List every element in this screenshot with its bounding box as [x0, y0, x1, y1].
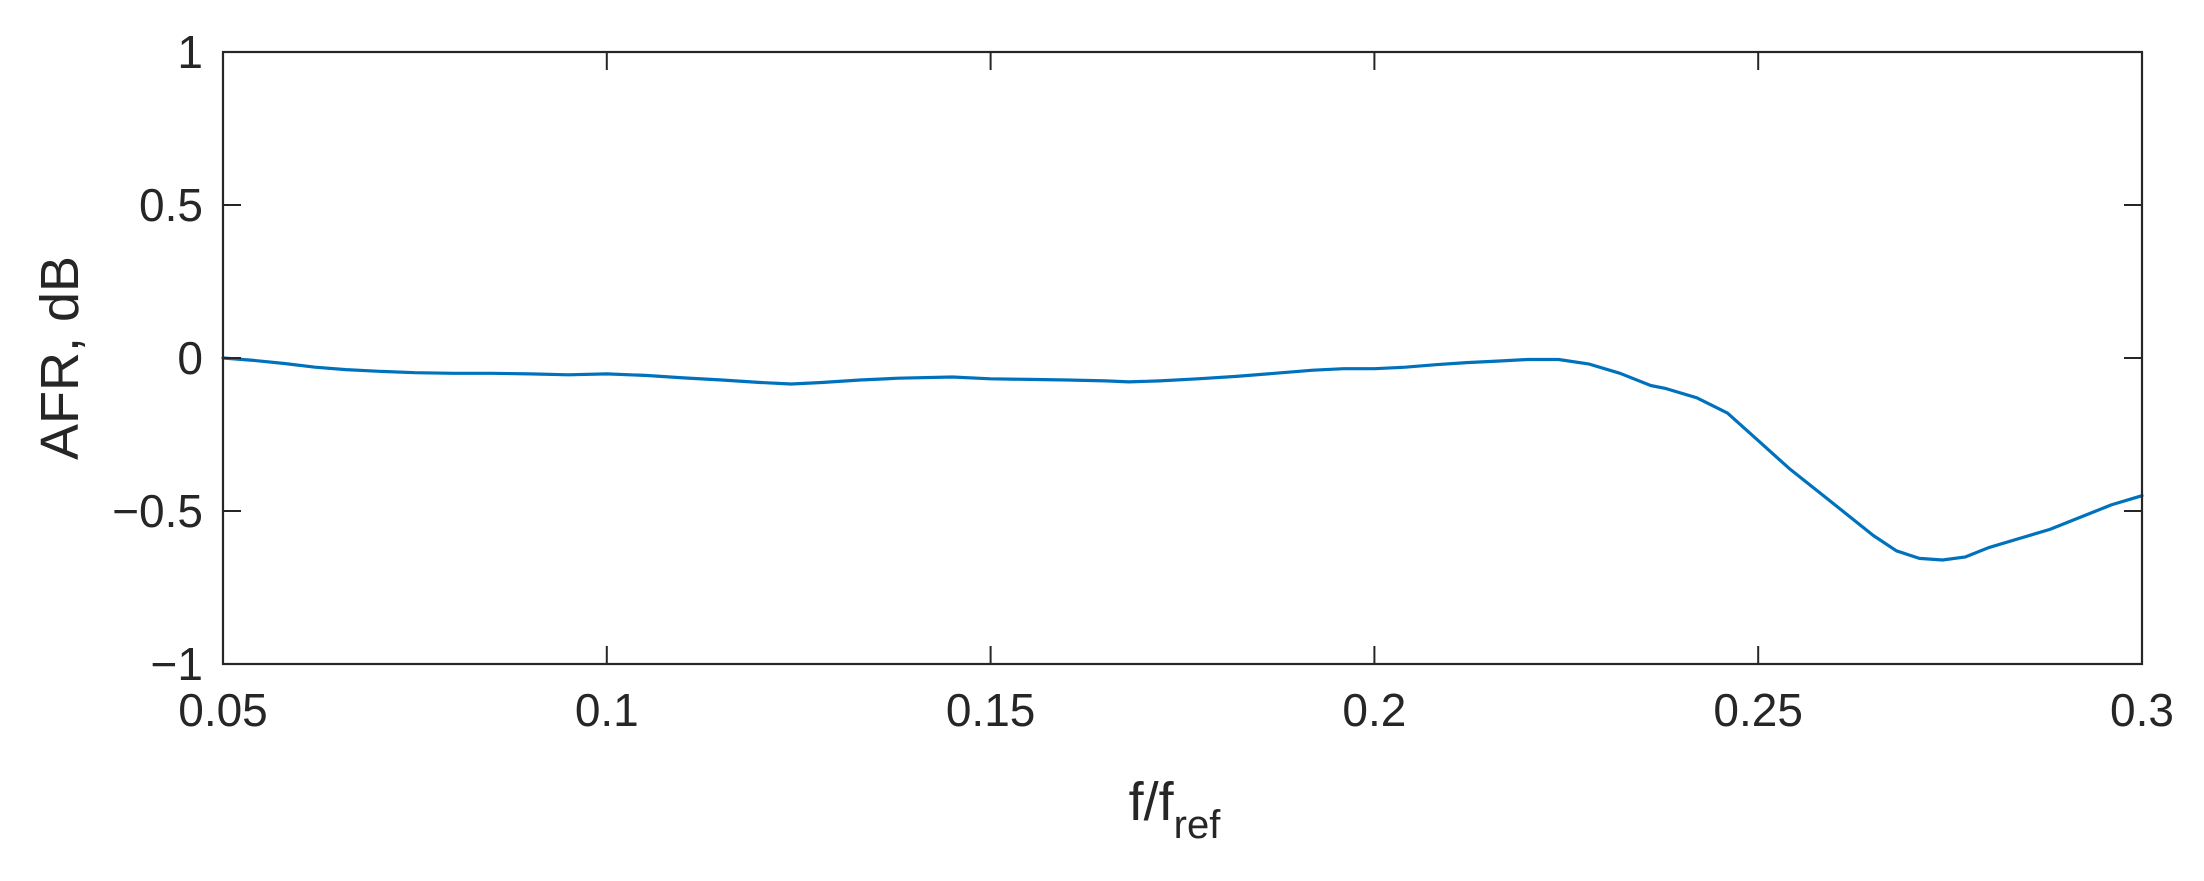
- y-tick-label: 0: [177, 332, 203, 384]
- x-tick-label: 0.1: [575, 684, 639, 736]
- y-tick-label: −0.5: [112, 485, 203, 537]
- x-axis-label-subscript: ref: [1174, 803, 1222, 847]
- x-axis-label: f/fref: [1129, 772, 1222, 847]
- x-axis-label-main: f/f: [1129, 772, 1175, 832]
- y-tick-labels: 1 0.5 0 −0.5 −1: [112, 26, 203, 690]
- y-tick-label: −1: [151, 638, 203, 690]
- series-line-0: [221, 356, 2144, 562]
- tick-marks: [222, 51, 2143, 665]
- x-tick-label: 0.05: [178, 684, 268, 736]
- x-tick-label: 0.3: [2110, 684, 2174, 736]
- y-axis-label: AFR, dB: [30, 256, 90, 460]
- x-tick-labels: 0.05 0.1 0.15 0.2 0.25 0.3: [178, 684, 2174, 736]
- y-tick-label: 0.5: [139, 179, 203, 231]
- y-tick-label: 1: [177, 26, 203, 78]
- x-tick-label: 0.25: [1713, 684, 1803, 736]
- x-tick-label: 0.15: [946, 684, 1036, 736]
- x-tick-label: 0.2: [1342, 684, 1406, 736]
